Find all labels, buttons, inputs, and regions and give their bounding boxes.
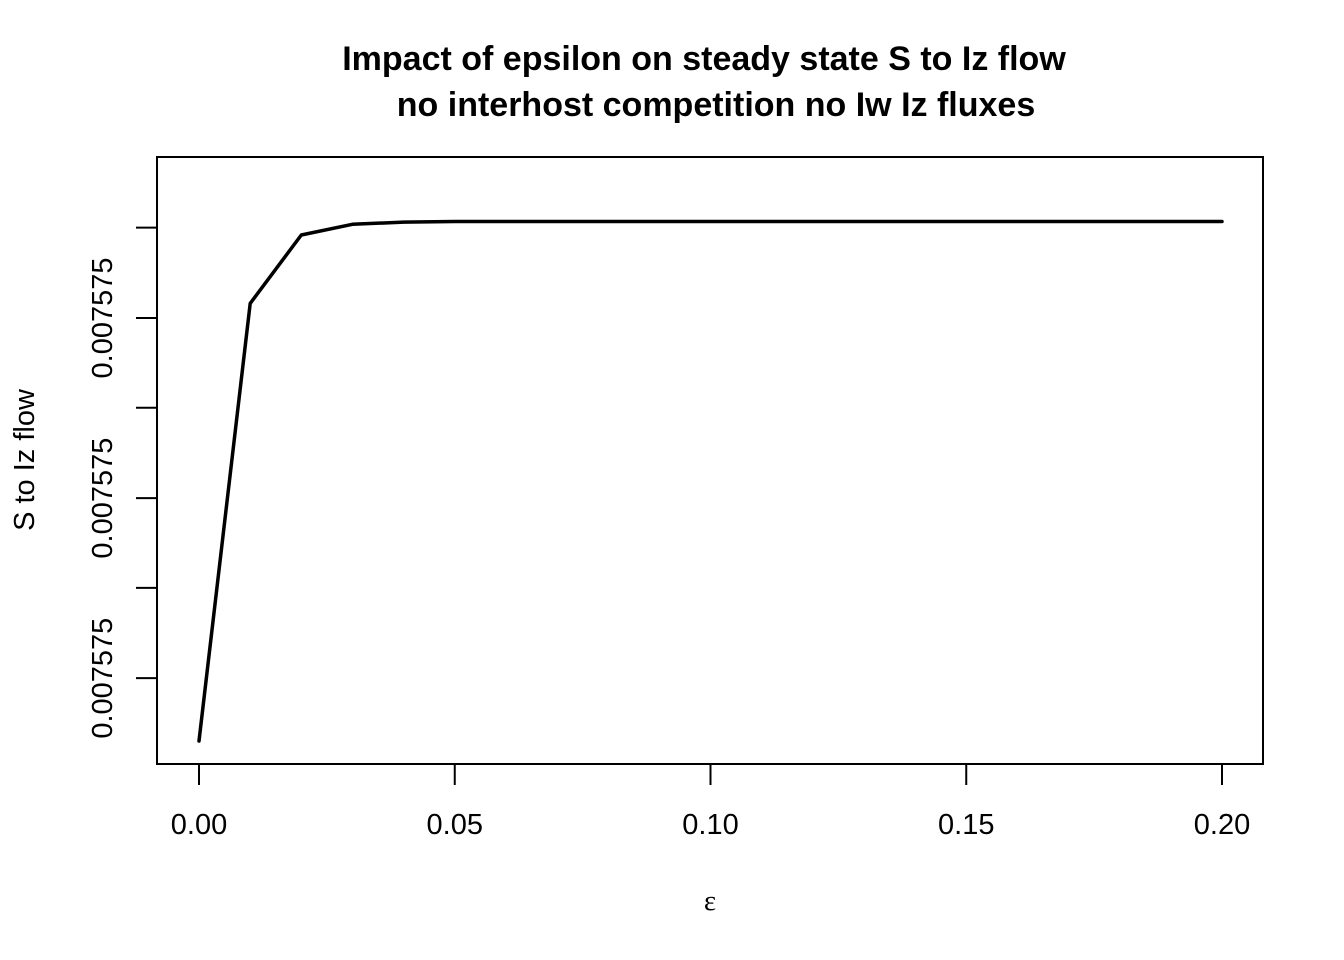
x-tick-label: 0.05 (427, 809, 483, 841)
y-axis-label: S to Iz flow (9, 388, 41, 531)
x-tick-label: 0.20 (1194, 809, 1250, 841)
plot-frame (156, 156, 1264, 765)
x-tick-label: 0.00 (171, 809, 227, 841)
x-tick-label: 0.10 (682, 809, 738, 841)
x-axis-label: ε (704, 885, 716, 917)
x-tick-label: 0.15 (938, 809, 994, 841)
chart-title: Impact of epsilon on steady state S to I… (342, 40, 1066, 78)
x-axis: 0.00 0.05 0.10 0.15 0.20 (171, 763, 1250, 841)
series-layer (197, 219, 1224, 743)
chart-subtitle: no interhost competition no Iw Iz fluxes (397, 86, 1035, 124)
series-line (197, 219, 1224, 743)
y-tick-label: 0.007575 (87, 618, 119, 739)
y-tick-label: 0.007575 (87, 438, 119, 559)
y-axis: 0.007575 0.007575 0.007575 (87, 180, 158, 741)
y-tick-label: 0.007575 (87, 258, 119, 379)
